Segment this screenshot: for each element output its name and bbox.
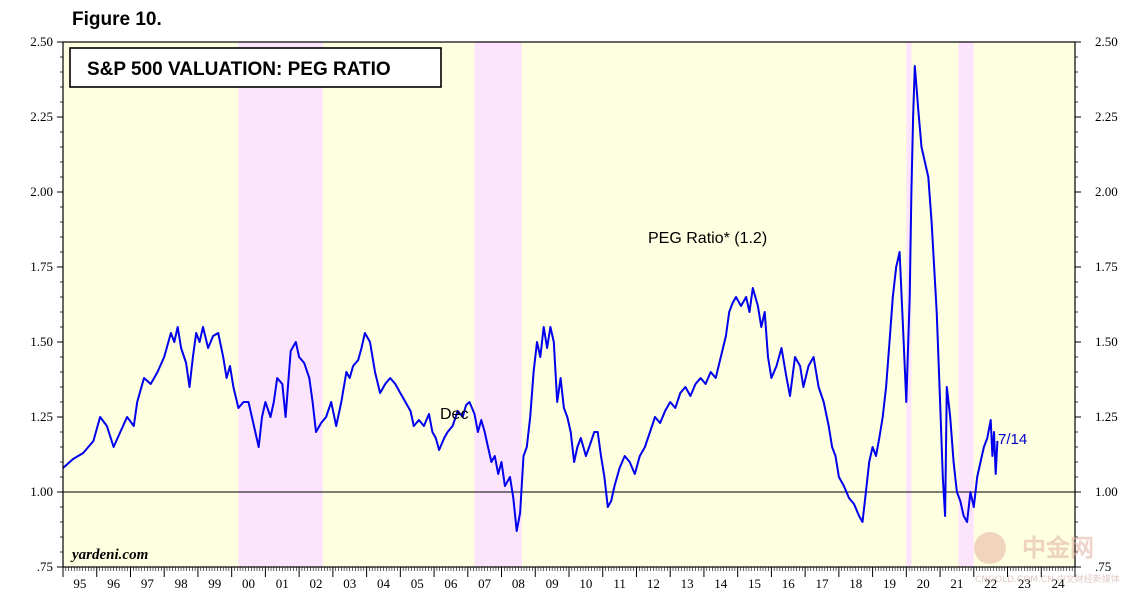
series-annotation: PEG Ratio* (1.2) bbox=[648, 230, 767, 247]
y-tick-label-left: 2.25 bbox=[30, 109, 53, 124]
x-tick-label: 16 bbox=[782, 576, 796, 591]
latest-date-label: 7/14 bbox=[998, 431, 1027, 448]
y-tick-label-left: 1.50 bbox=[30, 334, 53, 349]
x-tick-label: 24 bbox=[1052, 576, 1066, 591]
y-tick-label-left: 1.75 bbox=[30, 259, 53, 274]
x-tick-label: 01 bbox=[276, 576, 289, 591]
x-tick-label: 05 bbox=[411, 576, 424, 591]
x-tick-label: 04 bbox=[377, 576, 391, 591]
chart-title: S&P 500 VALUATION: PEG RATIO bbox=[87, 59, 391, 80]
x-tick-label: 21 bbox=[950, 576, 963, 591]
y-tick-label-right: 1.75 bbox=[1095, 259, 1118, 274]
x-tick-label: 19 bbox=[883, 576, 896, 591]
source-label: yardeni.com bbox=[70, 547, 148, 563]
figure-label: Figure 10. bbox=[72, 9, 162, 30]
y-tick-label-right: 1.25 bbox=[1095, 409, 1118, 424]
watermark: 中金网 CNGOLD.COM.CN 中文财经新媒体 bbox=[974, 532, 1120, 585]
y-tick-label-left: .75 bbox=[37, 559, 53, 574]
axes: 2.50 2.50 2.25 2.25 2.00 2.00 1.75 1.75 1.50 1.50… bbox=[30, 34, 1118, 591]
y-tick-label-left: 1.00 bbox=[30, 484, 53, 499]
x-tick-label: 12 bbox=[647, 576, 660, 591]
x-tick-label: 20 bbox=[917, 576, 930, 591]
recession-band-1 bbox=[474, 42, 522, 567]
x-tick-label: 14 bbox=[714, 576, 728, 591]
x-tick-label: 98 bbox=[175, 576, 188, 591]
x-tick-label: 06 bbox=[444, 576, 458, 591]
x-tick-label: 15 bbox=[748, 576, 761, 591]
y-tick-label-right: 2.25 bbox=[1095, 109, 1118, 124]
y-tick-label-left: 2.00 bbox=[30, 184, 53, 199]
x-tick-label: 03 bbox=[343, 576, 356, 591]
y-tick-label-left: 1.25 bbox=[30, 409, 53, 424]
x-tick-label: 08 bbox=[512, 576, 525, 591]
title-box bbox=[69, 47, 442, 88]
y-tick-label-right: 1.00 bbox=[1095, 484, 1118, 499]
x-tick-label: 11 bbox=[613, 576, 626, 591]
x-tick-label: 09 bbox=[546, 576, 559, 591]
recession-band-3 bbox=[958, 42, 974, 567]
x-tick-label: 99 bbox=[208, 576, 221, 591]
x-tick-label: 17 bbox=[816, 576, 830, 591]
x-tick-label: 13 bbox=[681, 576, 694, 591]
watermark-sub: CNGOLD.COM.CN 中文财经新媒体 bbox=[975, 573, 1120, 585]
x-tick-label: 00 bbox=[242, 576, 255, 591]
x-tick-label: 02 bbox=[310, 576, 323, 591]
recession-bands bbox=[238, 42, 974, 567]
x-tick-label: 96 bbox=[107, 576, 121, 591]
watermark-logo-icon bbox=[974, 532, 1006, 564]
x-tick-label: 23 bbox=[1018, 576, 1031, 591]
recession-band-0 bbox=[238, 42, 323, 567]
y-tick-label-right: 2.00 bbox=[1095, 184, 1118, 199]
x-tick-label: 95 bbox=[73, 576, 86, 591]
y-tick-label-right: .75 bbox=[1095, 559, 1111, 574]
y-tick-label-right: 2.50 bbox=[1095, 34, 1118, 49]
y-tick-label-right: 1.50 bbox=[1095, 334, 1118, 349]
partial-annotation: Dec bbox=[440, 406, 468, 423]
x-tick-label: 18 bbox=[849, 576, 862, 591]
x-tick-label: 10 bbox=[579, 576, 592, 591]
watermark-brand: 中金网 bbox=[1022, 534, 1094, 562]
x-tick-label: 97 bbox=[141, 576, 155, 591]
x-tick-label: 22 bbox=[984, 576, 997, 591]
x-tick-label: 07 bbox=[478, 576, 492, 591]
plot-background bbox=[63, 42, 1075, 567]
y-tick-label-left: 2.50 bbox=[30, 34, 53, 49]
series-line-peg-ratio bbox=[62, 65, 999, 532]
